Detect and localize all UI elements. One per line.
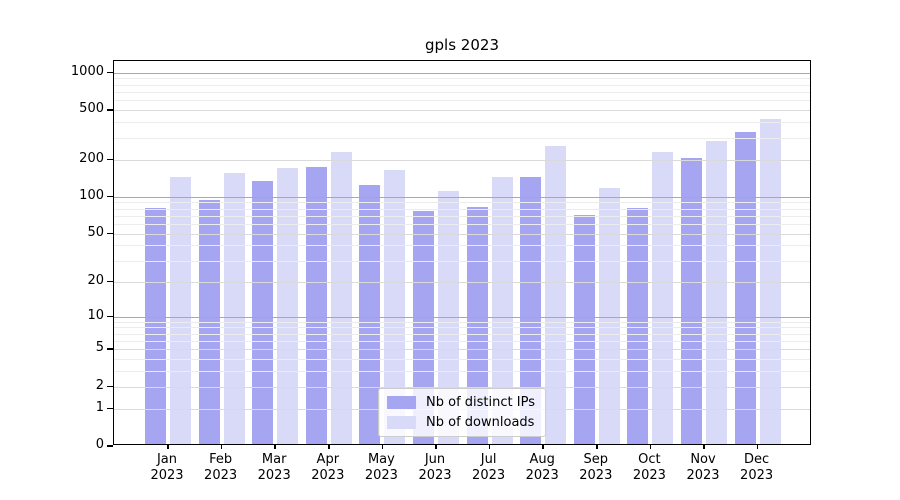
bar-distinct-ips-feb (198, 200, 220, 444)
x-tick-label-may: May 2023 (364, 452, 398, 483)
y-tick-mark-1000 (107, 71, 113, 74)
bar-downloads-jul (491, 177, 513, 444)
bar-distinct-ips-apr (305, 166, 327, 444)
y-tick-mark-500 (107, 109, 113, 111)
y-tick-mark-100 (107, 195, 113, 198)
y-tick-mark-50 (107, 232, 113, 235)
x-tick-mark-may (381, 444, 384, 449)
y-tick-label-1: 1 (95, 399, 104, 415)
chart-title: gpls 2023 (425, 36, 499, 54)
bar-downloads-may (384, 169, 406, 444)
y-tick-mark-0 (107, 445, 113, 447)
y-tick-label-20: 20 (87, 272, 104, 288)
x-tick-label-jul: Jul 2023 (472, 452, 506, 483)
x-tick-mark-jun (435, 444, 437, 449)
bar-downloads-feb (223, 172, 245, 444)
x-tick-label-feb: Feb 2023 (204, 452, 238, 483)
bar-downloads-nov (706, 141, 727, 444)
x-tick-mark-oct (649, 444, 652, 449)
x-tick-mark-mar (274, 444, 276, 449)
bar-distinct-ips-nov (681, 158, 702, 444)
x-tick-label-nov: Nov 2023 (686, 452, 720, 483)
x-tick-label-jan: Jan 2023 (150, 452, 184, 483)
y-tick-mark-10 (107, 315, 113, 318)
bar-distinct-ips-jan (145, 207, 166, 444)
bar-downloads-mar (277, 167, 299, 444)
y-tick-label-1000: 1000 (70, 63, 104, 79)
x-tick-mark-jul (488, 444, 491, 449)
x-tick-label-jun: Jun 2023 (418, 452, 452, 483)
legend-label-distinct-ips: Nb of distinct IPs (426, 395, 535, 410)
bar-downloads-sep (598, 188, 620, 444)
y-tick-label-50: 50 (87, 224, 104, 240)
legend-entry-distinct-ips: Nb of distinct IPs (387, 395, 535, 410)
bar-downloads-dec (759, 118, 781, 444)
y-tick-label-0: 0 (95, 437, 104, 452)
bar-distinct-ips-aug (520, 176, 542, 444)
legend-entry-downloads: Nb of downloads (387, 415, 535, 430)
y-tick-mark-5 (107, 348, 113, 350)
plot-area: Nb of distinct IPs Nb of downloads (107, 60, 811, 449)
bar-distinct-ips-oct (627, 207, 649, 444)
x-tick-label-sep: Sep 2023 (579, 452, 613, 483)
y-tick-mark-200 (107, 158, 113, 161)
bar-downloads-oct (652, 152, 674, 444)
bar-distinct-ips-sep (573, 215, 595, 444)
legend-swatch-distinct-ips (387, 396, 417, 409)
y-tick-label-2: 2 (95, 377, 104, 393)
x-tick-mark-feb (220, 444, 223, 449)
x-tick-mark-dec (756, 444, 759, 449)
x-tick-mark-apr (328, 444, 330, 449)
y-tick-label-500: 500 (79, 101, 104, 117)
bar-distinct-ips-dec (734, 132, 756, 444)
x-tick-label-mar: Mar 2023 (257, 452, 291, 483)
x-tick-mark-aug (542, 444, 544, 449)
bar-distinct-ips-may (359, 184, 381, 444)
legend: Nb of distinct IPs Nb of downloads (378, 388, 546, 437)
y-tick-mark-20 (107, 280, 113, 283)
x-tick-label-dec: Dec 2023 (740, 452, 774, 483)
bar-distinct-ips-mar (252, 180, 274, 444)
x-tick-mark-jan (167, 444, 169, 449)
y-tick-label-10: 10 (87, 307, 104, 323)
x-tick-label-apr: Apr 2023 (311, 452, 345, 483)
y-tick-mark-2 (107, 385, 113, 388)
bars-layer (114, 61, 810, 444)
x-tick-label-aug: Aug 2023 (525, 452, 559, 483)
legend-swatch-downloads (387, 416, 417, 429)
bar-downloads-aug (545, 146, 567, 444)
x-tick-mark-sep (596, 444, 598, 449)
y-tick-mark-1 (107, 407, 113, 410)
bar-distinct-ips-jul (466, 206, 488, 444)
y-tick-label-5: 5 (95, 340, 104, 356)
bar-downloads-apr (330, 151, 352, 444)
y-tick-label-100: 100 (79, 187, 104, 203)
legend-label-downloads: Nb of downloads (426, 415, 535, 430)
bar-downloads-jan (170, 177, 191, 444)
y-tick-label-200: 200 (79, 150, 104, 166)
x-tick-mark-nov (703, 444, 705, 449)
x-tick-label-oct: Oct 2023 (632, 452, 666, 483)
